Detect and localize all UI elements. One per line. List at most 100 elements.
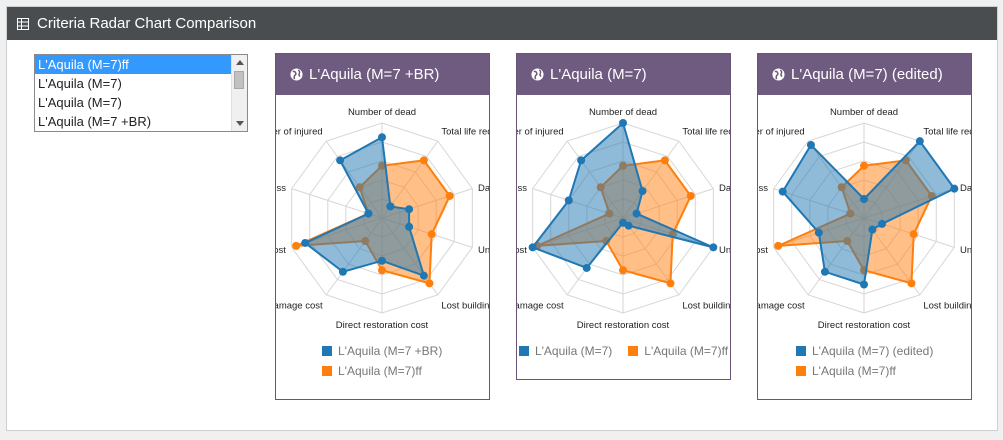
legend-label: L'Aquila (M=7)ff: [644, 344, 729, 358]
listbox-option[interactable]: L'Aquila (M=7 +BR): [38, 114, 152, 129]
radar-card: L'Aquila (M=7) Number of dead Total life …: [516, 53, 731, 380]
data-point: [860, 161, 868, 170]
data-point: [445, 191, 454, 200]
data-point: [709, 243, 718, 252]
axis-label: Lost buildings: [682, 301, 730, 312]
data-point: [907, 279, 916, 288]
data-point: [909, 230, 918, 239]
data-point: [860, 195, 868, 203]
radar-card: L'Aquila (M=7 +BR) Number of dead Total l…: [275, 53, 490, 400]
legend-label: L'Aquila (M=7) (edited): [812, 344, 934, 358]
axis-label: Direct restoration cost: [336, 320, 429, 331]
axis-label: Number of homeless: [758, 183, 768, 194]
chart-legend: L'Aquila (M=7 +BR) L'Aquila (M=7)ff: [276, 342, 489, 380]
panel-title: Criteria Radar Chart Comparison: [37, 15, 257, 32]
axis-label: Number of injured: [758, 126, 805, 137]
data-point: [619, 119, 627, 127]
legend-swatch: [628, 346, 639, 356]
data-point: [577, 156, 586, 165]
scroll-down-arrow-icon[interactable]: [236, 121, 244, 126]
data-point: [666, 279, 675, 288]
data-point: [364, 209, 373, 218]
data-point: [564, 196, 573, 205]
data-point: [419, 156, 428, 165]
radar-chart: Number of dead Total life reduction cost D…: [276, 107, 489, 331]
legend-swatch: [796, 346, 806, 356]
axis-label: Unsafe buildings: [719, 245, 730, 256]
axis-label: Direct damage cost: [276, 245, 286, 256]
data-point: [338, 267, 347, 276]
data-point: [427, 230, 436, 239]
scenario-listbox[interactable]: L'Aquila (M=7)ff L'Aquila (M=7) L'Aquila…: [34, 54, 248, 132]
axis-label: Damaged road segments: [478, 183, 489, 194]
axis-label: Total life reduction cost: [923, 126, 971, 137]
globe-icon: [531, 68, 544, 81]
data-point: [778, 187, 787, 196]
data-point: [638, 187, 647, 196]
chart-legend: L'Aquila (M=7) L'Aquila (M=7)ff: [517, 342, 730, 360]
data-point: [425, 279, 434, 288]
criteria-panel: Criteria Radar Chart Comparison L'Aquila…: [6, 6, 998, 431]
radar-card: L'Aquila (M=7) (edited) Number of dead To…: [757, 53, 972, 400]
data-point: [878, 219, 887, 228]
card-header: L'Aquila (M=7 +BR): [276, 54, 489, 95]
listbox-option[interactable]: L'Aquila (M=7): [38, 76, 122, 91]
radar-chart: Number of dead Total life reduction cost D…: [517, 107, 730, 331]
panel-header: Criteria Radar Chart Comparison: [7, 7, 997, 40]
table-icon: [17, 17, 29, 30]
data-point: [619, 266, 627, 275]
legend-item[interactable]: L'Aquila (M=7)ff: [322, 362, 489, 380]
data-point: [405, 222, 414, 231]
data-point: [820, 267, 829, 276]
legend-item[interactable]: L'Aquila (M=7)ff: [796, 362, 971, 380]
listbox-option[interactable]: L'Aquila (M=7): [38, 95, 122, 110]
axis-label: Number of dead: [348, 107, 416, 118]
radar-chart: Number of dead Total life reduction cost D…: [758, 107, 971, 331]
data-point: [632, 209, 641, 218]
legend-swatch: [322, 346, 332, 356]
axis-label: Total life reduction cost: [441, 126, 489, 137]
data-point: [774, 241, 783, 250]
scroll-up-arrow-icon[interactable]: [236, 60, 244, 65]
card-header: L'Aquila (M=7) (edited): [758, 54, 971, 95]
data-point: [582, 263, 591, 272]
data-point: [378, 256, 386, 265]
card-title: L'Aquila (M=7 +BR): [309, 66, 440, 83]
listbox-scrollbar[interactable]: [231, 55, 247, 131]
data-point: [378, 133, 386, 142]
data-point: [301, 238, 310, 247]
axis-label: Direct damage cost: [758, 245, 768, 256]
card-title: L'Aquila (M=7) (edited): [791, 66, 943, 83]
data-point: [814, 228, 823, 237]
globe-icon: [772, 68, 785, 81]
axis-label: Unsafe buildings: [478, 245, 489, 256]
listbox-option[interactable]: L'Aquila (M=7)ff: [35, 55, 247, 74]
data-point: [860, 280, 868, 289]
legend-item[interactable]: L'Aquila (M=7 +BR): [322, 342, 489, 360]
data-point: [950, 184, 959, 193]
axis-label: Number of homeless: [517, 183, 527, 194]
axis-label: Direct damage cost: [517, 245, 527, 256]
axis-label: Damaged road segments: [960, 183, 971, 194]
axis-label: Damaged road segments: [719, 183, 730, 194]
legend-item[interactable]: L'Aquila (M=7): [518, 342, 612, 360]
axis-label: Number of dead: [589, 107, 657, 118]
data-point: [405, 205, 414, 214]
legend-label: L'Aquila (M=7 +BR): [338, 344, 443, 358]
card-header: L'Aquila (M=7): [517, 54, 730, 95]
data-point: [336, 156, 345, 165]
data-point: [292, 241, 301, 250]
axis-label: Lost buildings: [923, 301, 971, 312]
scroll-thumb[interactable]: [234, 71, 244, 89]
axis-label: Direct restoration cost: [577, 320, 670, 331]
globe-icon: [290, 68, 303, 81]
axis-label: Lost buildings: [441, 301, 489, 312]
axis-label: Number of injured: [517, 126, 564, 137]
data-point: [806, 140, 815, 149]
legend-item[interactable]: L'Aquila (M=7)ff: [628, 342, 728, 360]
data-point: [528, 243, 537, 252]
axis-label: Indirect damage cost: [517, 301, 564, 312]
legend-item[interactable]: L'Aquila (M=7) (edited): [796, 342, 971, 360]
legend-swatch: [322, 366, 332, 376]
data-point: [686, 191, 695, 200]
